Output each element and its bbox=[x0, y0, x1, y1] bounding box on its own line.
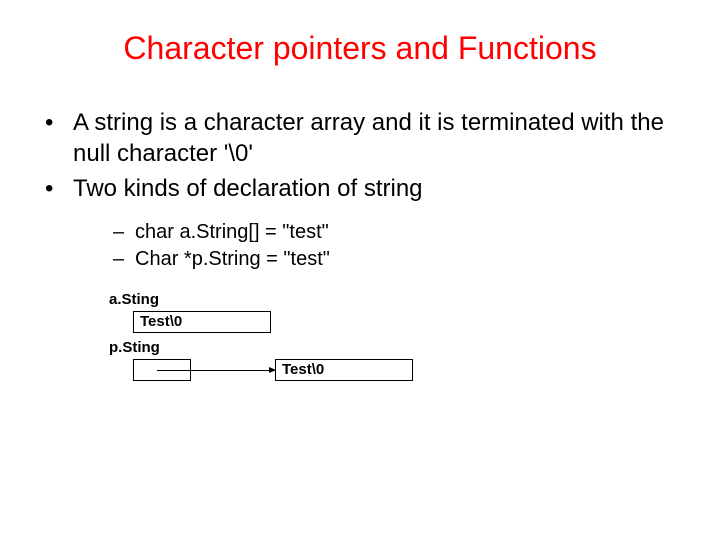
bullet-2: Two kinds of declaration of string char … bbox=[45, 173, 695, 272]
sub-bullet-list: char a.String[] = "test" Char *p.String … bbox=[73, 219, 695, 273]
pointed-string-box: Test\0 bbox=[275, 359, 413, 381]
bullet-list: A string is a character array and it is … bbox=[25, 107, 695, 273]
slide: Character pointers and Functions A strin… bbox=[0, 0, 720, 540]
sub-bullet-1: char a.String[] = "test" bbox=[113, 219, 695, 246]
pointer-arrow-icon bbox=[157, 370, 275, 371]
sub-bullet-2: Char *p.String = "test" bbox=[113, 246, 695, 273]
array-box: Test\0 bbox=[133, 311, 271, 333]
bullet-1: A string is a character array and it is … bbox=[45, 107, 695, 169]
array-label: a.Sting bbox=[109, 291, 159, 308]
bullet-2-text: Two kinds of declaration of string bbox=[73, 175, 423, 202]
memory-diagram: a.Sting Test\0 p.Sting Test\0 bbox=[95, 291, 695, 411]
pointer-label: p.Sting bbox=[109, 339, 160, 356]
slide-title: Character pointers and Functions bbox=[25, 30, 695, 67]
